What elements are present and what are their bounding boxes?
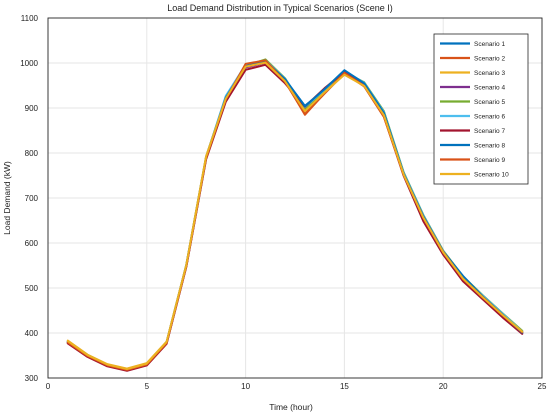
y-tick-label: 800 [25, 149, 39, 158]
legend-label: Scenario 7 [474, 128, 505, 135]
series-line-scenario-10 [66, 61, 524, 370]
legend-label: Scenario 10 [474, 171, 509, 178]
x-tick-label: 20 [439, 382, 448, 391]
legend: Scenario 1 Scenario 2 Scenario 3 Scenario 4… [433, 33, 529, 185]
legend-label: Scenario 1 [474, 41, 505, 48]
legend-label: Scenario 6 [474, 113, 505, 120]
x-tick-label: 5 [145, 382, 150, 391]
series-layer [66, 58, 524, 372]
y-tick-label: 700 [25, 194, 39, 203]
legend-label: Scenario 5 [474, 99, 505, 106]
chart-title: Load Demand Distribution in Typical Scen… [167, 3, 392, 13]
y-tick-label: 1000 [20, 59, 38, 68]
y-axis-label: Load Demand (kW) [2, 161, 12, 235]
plot-frame [47, 17, 543, 379]
x-tick-label: 0 [46, 382, 51, 391]
legend-label: Scenario 2 [474, 55, 505, 62]
x-tick-label: 25 [538, 382, 547, 391]
tick-labels: 0 5 10 15 20 25 300 400 500 600 700 800 900 1000 1100 [20, 14, 547, 391]
legend-items: Scenario 1 Scenario 2 Scenario 3 Scenario 4… [440, 41, 509, 178]
y-tick-label: 400 [25, 329, 39, 338]
y-tick-label: 300 [25, 374, 39, 383]
y-tick-label: 500 [25, 284, 39, 293]
y-tick-label: 600 [25, 239, 39, 248]
y-tick-label: 1100 [21, 14, 39, 23]
legend-label: Scenario 9 [474, 157, 505, 164]
x-tick-label: 15 [340, 382, 349, 391]
legend-label: Scenario 3 [474, 70, 505, 77]
x-tick-label: 10 [241, 382, 250, 391]
y-tick-label: 900 [25, 104, 39, 113]
legend-label: Scenario 8 [474, 142, 505, 149]
legend-label: Scenario 4 [474, 84, 505, 91]
x-axis-label: Time (hour) [269, 402, 313, 412]
